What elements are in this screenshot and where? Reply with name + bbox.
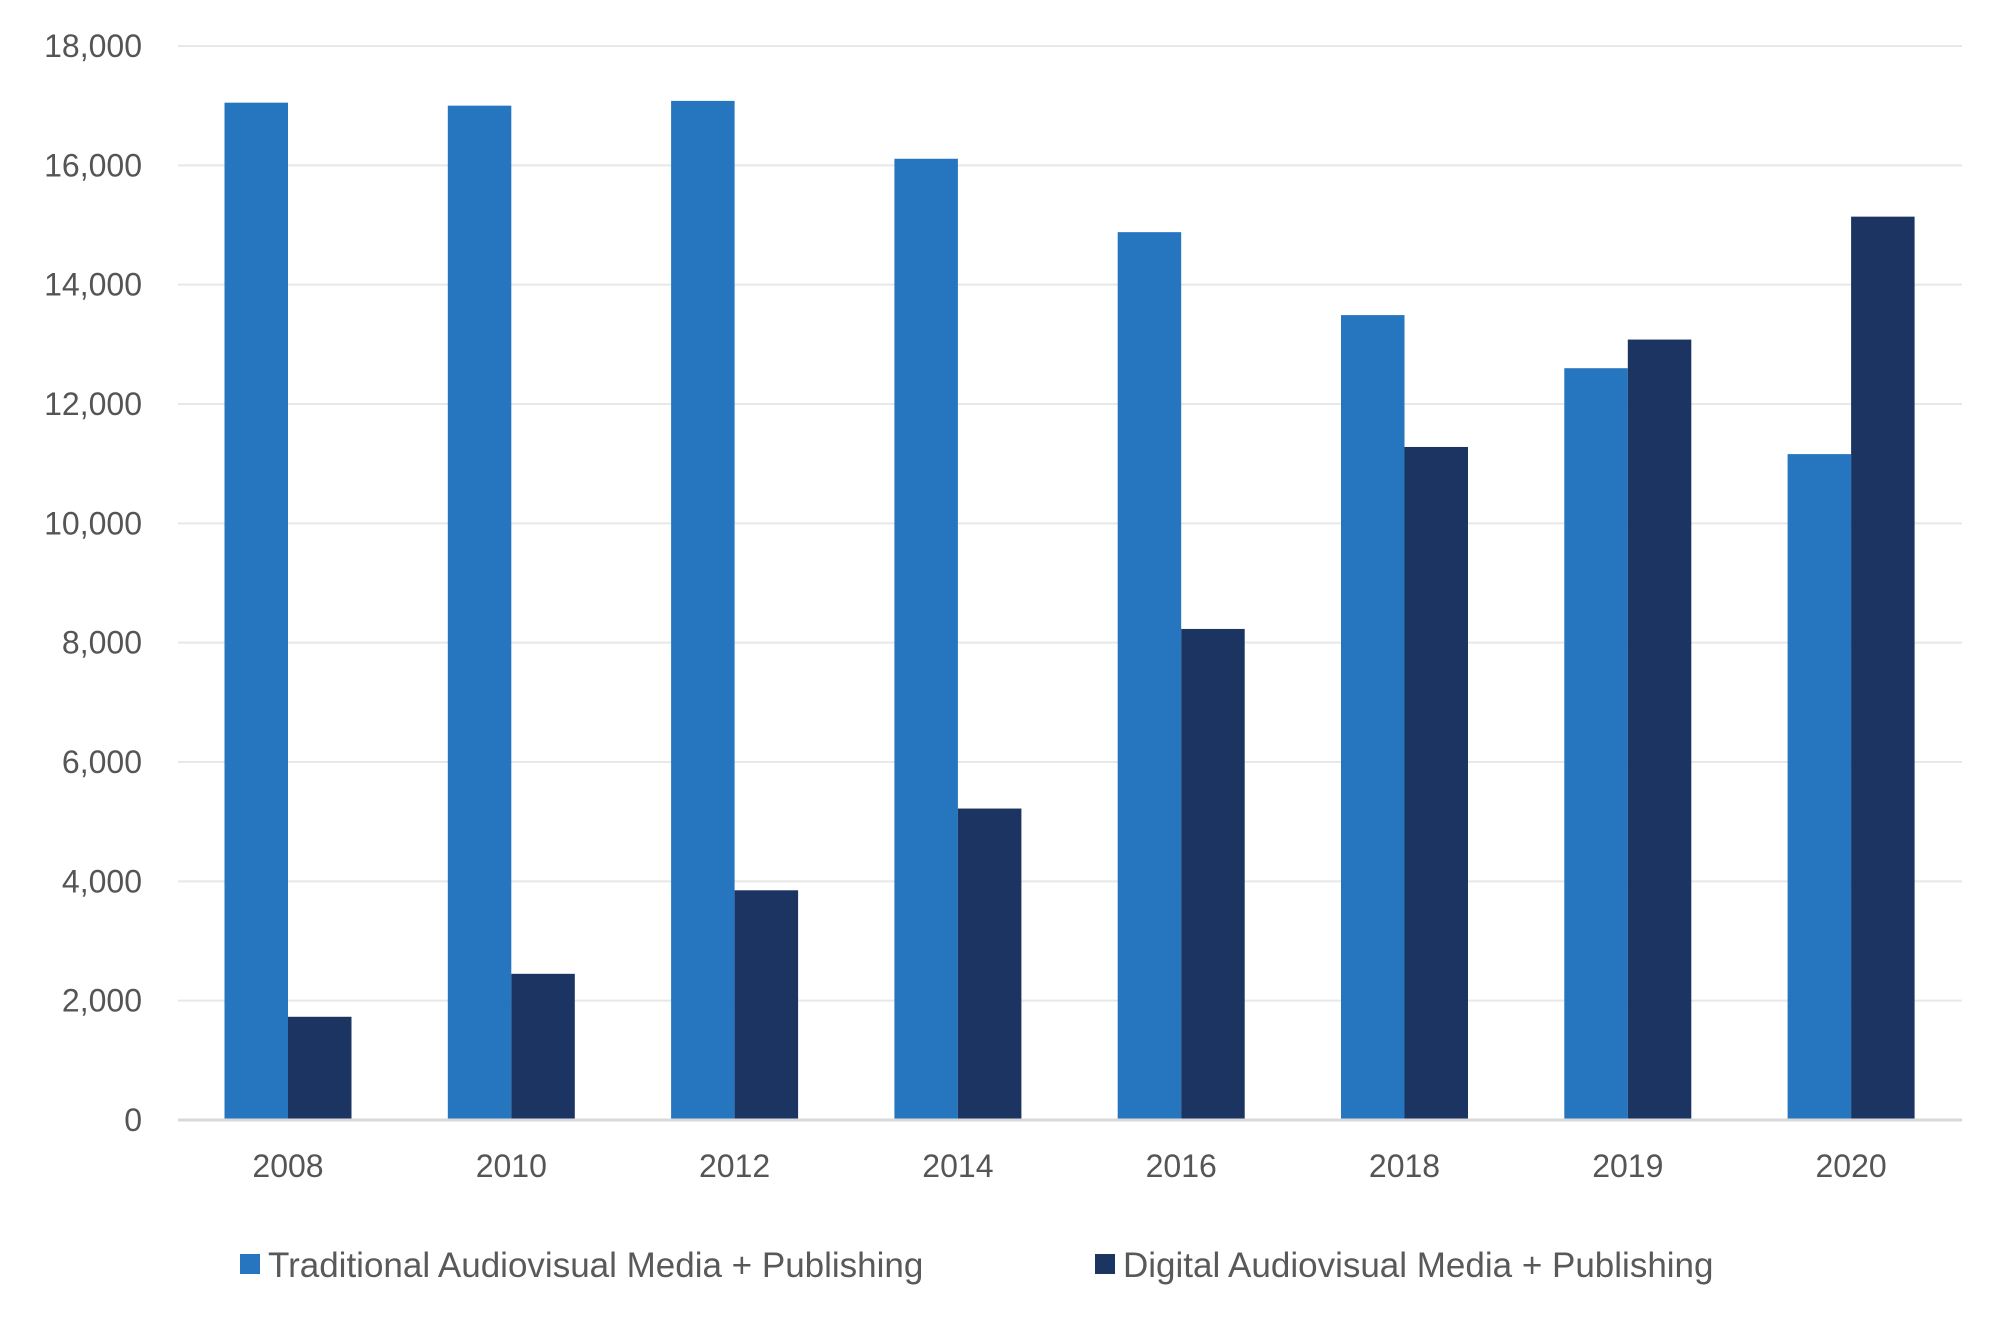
y-tick-label: 2,000	[62, 983, 142, 1019]
x-tick-label: 2016	[1146, 1148, 1217, 1184]
bar-traditional-2014	[894, 158, 958, 1120]
y-axis: 0 2,000 4,000 6,000 8,000 10,000 12,000 14,000 1…	[44, 28, 142, 1138]
bar-digital-2014	[957, 808, 1022, 1120]
x-tick-label: 2010	[476, 1148, 547, 1184]
gridlines	[178, 45, 1962, 1002]
x-tick-label: 2012	[699, 1148, 770, 1184]
bar-digital-2008	[288, 1016, 352, 1120]
legend-swatch	[240, 1254, 260, 1274]
x-tick-label: 2020	[1816, 1148, 1887, 1184]
y-tick-label: 14,000	[44, 267, 142, 303]
bar-digital-2020	[1851, 216, 1915, 1120]
bar-traditional-2016	[1117, 232, 1182, 1120]
bar-traditional-2018	[1341, 315, 1405, 1120]
legend-swatch	[1095, 1254, 1115, 1274]
y-tick-label: 4,000	[62, 863, 142, 899]
bar-digital-2019	[1627, 339, 1692, 1120]
x-tick-label: 2019	[1592, 1148, 1663, 1184]
bar-traditional-2008	[224, 102, 288, 1120]
legend: Traditional Audiovisual Media + Publishi…	[240, 1246, 1714, 1285]
y-tick-label: 12,000	[44, 386, 142, 422]
bar-digital-2012	[734, 890, 799, 1120]
y-tick-label: 10,000	[44, 505, 142, 541]
bar-traditional-2020	[1787, 454, 1852, 1120]
y-tick-label: 6,000	[62, 744, 142, 780]
x-tick-label: 2014	[922, 1148, 993, 1184]
bar-digital-2018	[1404, 446, 1468, 1121]
y-tick-label: 16,000	[44, 147, 142, 183]
legend-label: Digital Audiovisual Media + Publishing	[1123, 1246, 1714, 1285]
bar-traditional-2019	[1564, 368, 1628, 1120]
x-tick-label: 2018	[1369, 1148, 1440, 1184]
bars	[224, 100, 1915, 1121]
x-tick-label: 2008	[252, 1148, 323, 1184]
legend-label: Traditional Audiovisual Media + Publishi…	[268, 1246, 923, 1285]
bar-traditional-2012	[671, 100, 735, 1121]
bar-digital-2016	[1181, 628, 1245, 1120]
y-tick-label: 18,000	[44, 28, 142, 64]
bar-traditional-2010	[447, 105, 512, 1120]
bar-digital-2010	[511, 973, 575, 1120]
y-tick-label: 8,000	[62, 625, 142, 661]
y-tick-label: 0	[124, 1102, 142, 1138]
x-axis: 2008 2010 2012 2014 2016 2018 2019 2020	[252, 1148, 1886, 1184]
